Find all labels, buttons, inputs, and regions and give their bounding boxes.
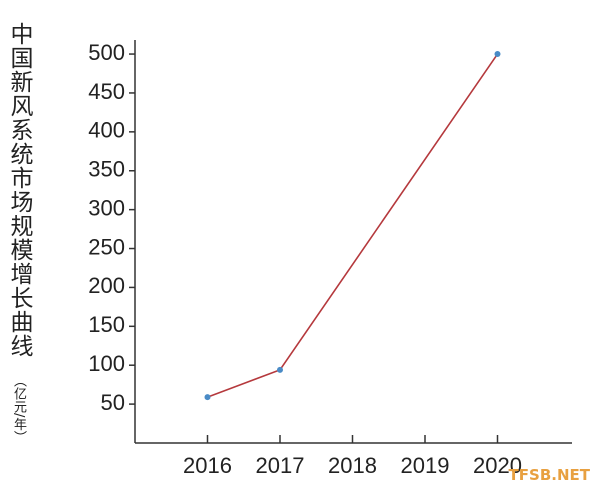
y-tick-label: 100 bbox=[88, 351, 125, 376]
x-tick-label: 2019 bbox=[401, 453, 450, 478]
point bbox=[494, 51, 501, 58]
x-tick-label: 2016 bbox=[183, 453, 232, 478]
x-tick-label: 2018 bbox=[328, 453, 377, 478]
y-axis-title: 中国新风系统市场规模增长曲线 bbox=[6, 22, 32, 358]
watermark: TFSB.NET bbox=[508, 466, 590, 484]
y-tick-label: 350 bbox=[88, 157, 125, 182]
point bbox=[204, 394, 211, 401]
y-tick-label: 50 bbox=[101, 390, 125, 415]
y-tick-label: 400 bbox=[88, 118, 125, 143]
x-tick-label: 2020 bbox=[473, 453, 522, 478]
y-axis-unit: （亿元/年） bbox=[11, 374, 26, 444]
y-tick-label: 500 bbox=[88, 40, 125, 65]
point bbox=[277, 366, 283, 373]
y-tick-label: 150 bbox=[88, 312, 125, 337]
y-tick-label: 300 bbox=[88, 195, 125, 220]
x-tick-label: 2017 bbox=[256, 453, 305, 478]
y-tick-label: 250 bbox=[88, 234, 125, 259]
y-tick-label: 450 bbox=[88, 79, 125, 104]
y-tick-label: 200 bbox=[88, 273, 125, 298]
line bbox=[207, 53, 499, 398]
